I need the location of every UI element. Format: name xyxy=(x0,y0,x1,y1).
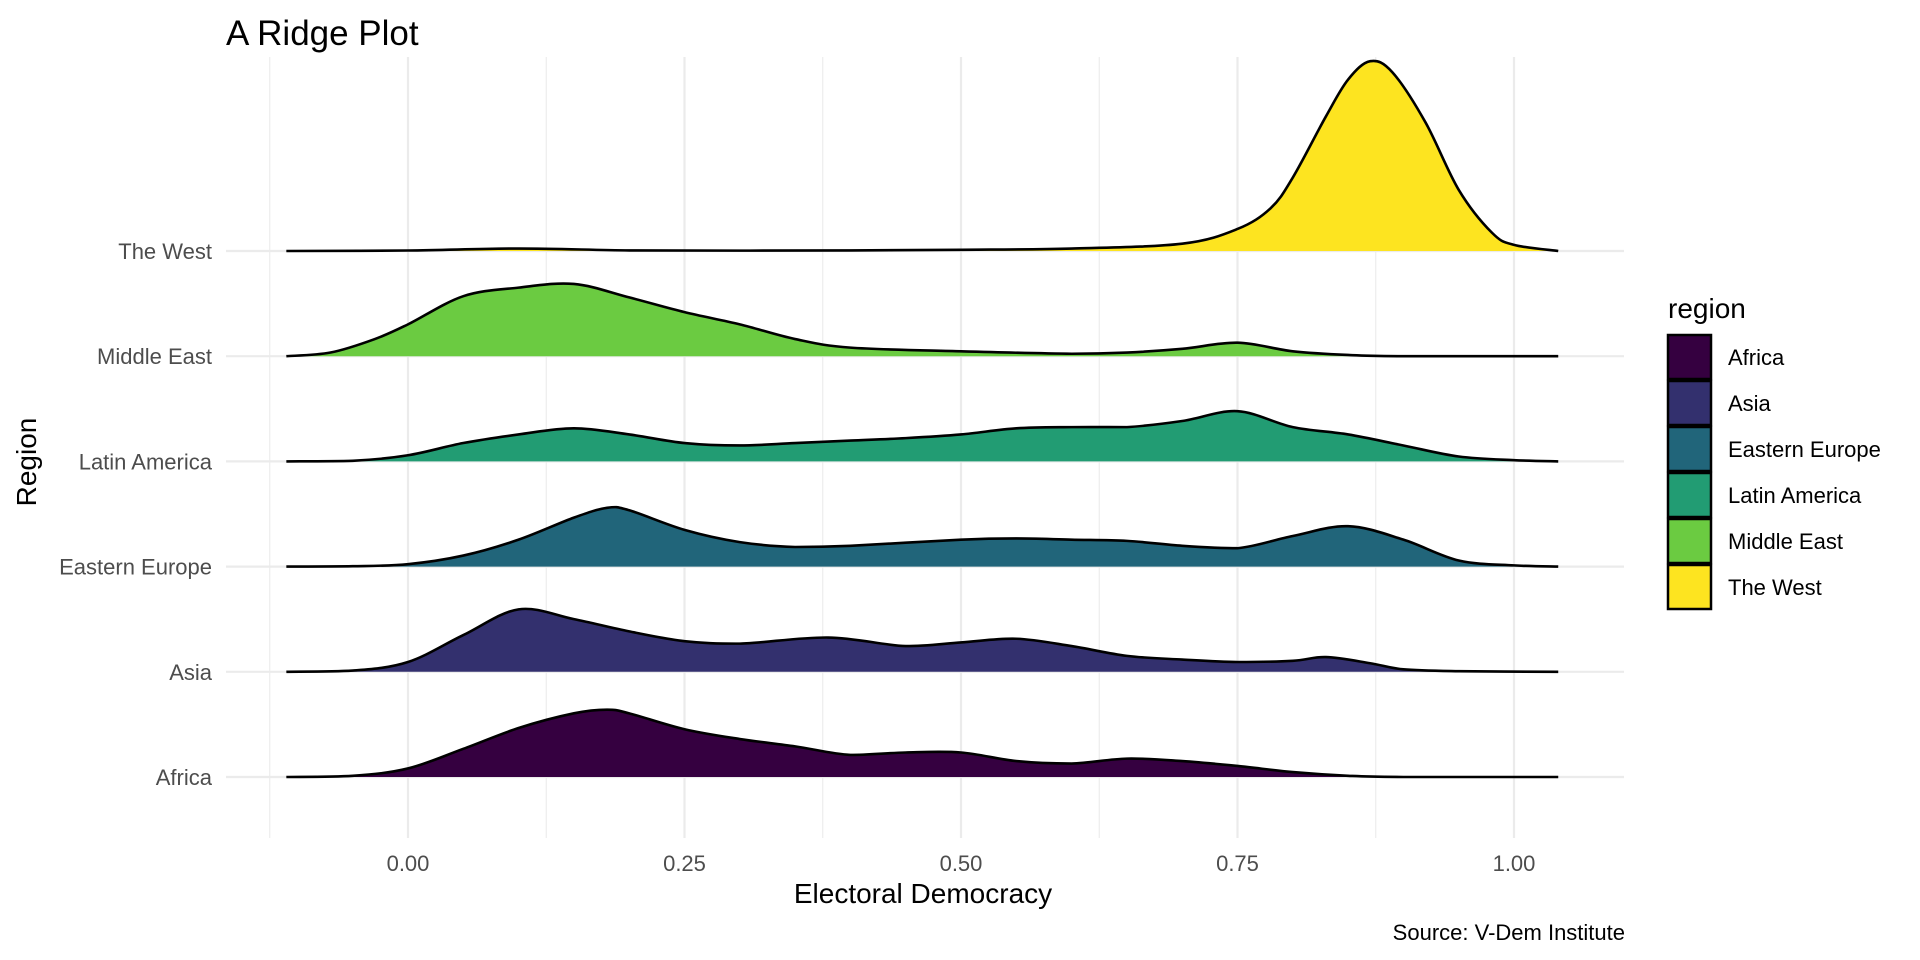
ridge-the-west xyxy=(286,59,1559,253)
legend-key-swatch xyxy=(1666,563,1713,611)
ridge-outline xyxy=(286,282,1559,358)
y-tick-label: Eastern Europe xyxy=(59,555,212,580)
legend-title: region xyxy=(1668,293,1746,324)
ridge-latin-america xyxy=(286,409,1559,463)
ridge-middle-east xyxy=(286,282,1559,358)
ridge-africa xyxy=(286,708,1559,779)
x-axis-title: Electoral Democracy xyxy=(794,878,1052,909)
ridge-area xyxy=(286,60,1559,251)
ridge-outline xyxy=(286,607,1559,674)
legend-label: Asia xyxy=(1728,391,1772,416)
y-tick-label: Africa xyxy=(156,765,213,790)
ridge-area xyxy=(286,709,1559,777)
legend-label: The West xyxy=(1728,575,1822,600)
legend: region Africa Asia Eastern Europe Latin Ame… xyxy=(1666,293,1881,611)
ridge-area xyxy=(286,283,1559,357)
y-axis-title: Region xyxy=(11,418,42,507)
x-tick-label: 1.00 xyxy=(1493,851,1536,876)
ridge-area xyxy=(286,608,1559,672)
x-tick-label: 0.25 xyxy=(663,851,706,876)
ridge-outline xyxy=(286,409,1559,463)
legend-key-swatch xyxy=(1666,471,1713,519)
ridge-outline xyxy=(286,505,1559,568)
y-tick-label: Middle East xyxy=(97,344,212,369)
ridge-area xyxy=(286,507,1559,567)
y-tick-label: Asia xyxy=(169,660,213,685)
legend-label: Eastern Europe xyxy=(1728,437,1881,462)
caption-source: Source: V-Dem Institute xyxy=(1393,920,1625,945)
ridge-outline xyxy=(286,59,1559,253)
ridges xyxy=(286,59,1559,779)
legend-key-swatch xyxy=(1666,333,1713,381)
x-axis-tick-labels: 0.00 0.25 0.50 0.75 1.00 xyxy=(387,851,1536,876)
y-tick-label: The West xyxy=(118,239,212,264)
ridge-asia xyxy=(286,607,1559,674)
legend-key-swatch xyxy=(1666,425,1713,473)
legend-key-swatch xyxy=(1666,379,1713,427)
legend-key-swatch xyxy=(1666,517,1713,565)
y-tick-label: Latin America xyxy=(79,449,213,474)
legend-label: Latin America xyxy=(1728,483,1862,508)
x-tick-label: 0.50 xyxy=(940,851,983,876)
x-tick-label: 0.75 xyxy=(1216,851,1259,876)
ridge-outline xyxy=(286,708,1559,779)
ridge-area xyxy=(286,411,1559,462)
chart-title: A Ridge Plot xyxy=(226,14,419,53)
ridge-eastern-europe xyxy=(286,505,1559,568)
legend-label: Africa xyxy=(1728,345,1785,370)
y-axis-tick-labels: Africa Asia Eastern Europe Latin America Mid… xyxy=(59,239,213,790)
legend-label: Middle East xyxy=(1728,529,1843,554)
x-tick-label: 0.00 xyxy=(387,851,430,876)
